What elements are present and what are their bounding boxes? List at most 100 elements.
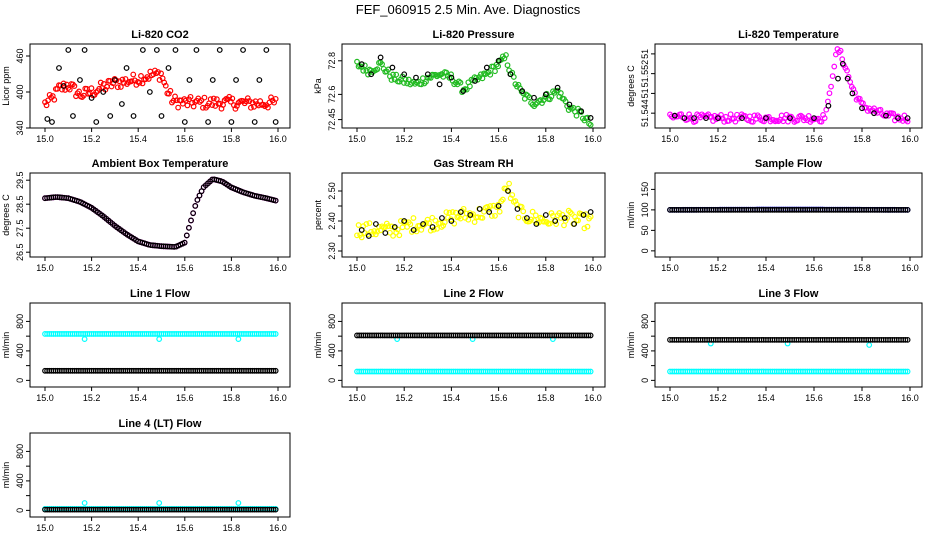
data-point — [246, 98, 253, 104]
data-point — [228, 119, 235, 125]
y-axis-label: ml/min — [626, 332, 636, 359]
plot-frame — [341, 302, 606, 388]
y-axis-label: ml/min — [1, 332, 11, 359]
data-point — [96, 85, 103, 92]
x-tick-label: 15.6 — [490, 263, 508, 273]
x-tick-label: 15.8 — [537, 393, 555, 403]
chart-title: Line 4 (LT) Flow — [119, 418, 202, 430]
data-point — [355, 222, 362, 228]
chart-panel-pressure: Li-820 Pressure kPa 15.0 15.2 15.4 15.6 15.8 16… — [313, 29, 606, 144]
x-tick-label: 15.8 — [223, 523, 241, 533]
y-tick-label: 51.552 — [640, 60, 650, 88]
plot-frame — [29, 172, 291, 258]
series-secondary — [667, 336, 911, 343]
data-point — [71, 83, 78, 89]
y-tick-label: 2.50 — [327, 182, 337, 200]
x-tick-label: 16.0 — [901, 393, 919, 403]
data-point — [97, 79, 104, 86]
data-point — [554, 84, 561, 91]
data-point — [448, 74, 455, 81]
data-point — [183, 232, 190, 239]
data-point — [542, 91, 549, 98]
data-point — [831, 63, 838, 70]
data-point — [201, 94, 208, 101]
data-point — [584, 223, 591, 230]
data-point — [190, 210, 197, 217]
y-axis-label: degrees C — [626, 65, 636, 107]
x-tick-label: 15.4 — [129, 263, 147, 273]
x-tick-label: 15.2 — [83, 134, 101, 144]
data-point — [426, 220, 433, 227]
y-tick-label: 400 — [640, 343, 650, 358]
data-point — [839, 60, 846, 67]
chart-title: Ambient Box Temperature — [92, 158, 229, 170]
data-point — [418, 81, 425, 88]
x-tick-label: 15.0 — [348, 393, 366, 403]
y-tick-label: 2.40 — [327, 212, 337, 230]
data-point — [821, 115, 828, 121]
x-tick-label: 15.6 — [805, 134, 823, 144]
data-point — [368, 71, 375, 78]
y-tick-label: 72.6 — [327, 86, 337, 104]
data-point — [88, 95, 95, 101]
data-point — [460, 205, 467, 212]
data-point — [65, 47, 72, 53]
series-secondary — [667, 206, 911, 213]
data-point — [216, 47, 223, 53]
data-point — [509, 192, 516, 198]
data-point — [451, 220, 458, 227]
y-tick-label: 0 — [15, 508, 25, 513]
data-point — [811, 115, 817, 122]
x-tick-label: 15.8 — [537, 263, 555, 273]
data-point — [207, 96, 214, 103]
data-point — [568, 210, 575, 217]
data-point — [476, 206, 483, 212]
data-point — [587, 332, 594, 339]
data-point — [167, 87, 174, 94]
data-point — [244, 95, 251, 102]
data-point — [232, 105, 239, 112]
data-point — [128, 78, 135, 85]
plot-frame — [341, 43, 606, 129]
data-point — [138, 73, 144, 79]
outlier-point — [81, 500, 88, 506]
x-tick-label: 15.2 — [709, 263, 727, 273]
data-point — [263, 47, 270, 53]
data-point — [399, 224, 406, 231]
data-point — [365, 71, 371, 78]
data-point — [162, 82, 169, 89]
data-point — [580, 212, 587, 218]
data-point — [505, 188, 511, 194]
data-point — [487, 203, 494, 209]
series-primary — [354, 180, 594, 241]
data-point — [44, 116, 51, 122]
y-tick-label: 72.45 — [327, 108, 337, 131]
data-point — [88, 85, 95, 92]
data-point — [859, 105, 865, 112]
data-point — [56, 65, 62, 71]
data-point — [424, 71, 431, 78]
y-tick-label: 0 — [640, 248, 650, 253]
x-tick-label: 16.0 — [584, 134, 602, 144]
data-point — [209, 102, 216, 108]
data-point — [413, 74, 419, 81]
data-point — [117, 84, 124, 90]
data-point — [192, 203, 199, 209]
x-tick-label: 16.0 — [584, 263, 602, 273]
data-point — [532, 101, 539, 108]
chart-title: Line 1 Flow — [130, 288, 190, 300]
data-point — [77, 77, 83, 83]
x-tick-label: 16.0 — [269, 263, 287, 273]
data-point — [457, 209, 464, 215]
data-point — [80, 92, 87, 99]
data-point — [93, 119, 100, 125]
data-point — [564, 215, 571, 221]
data-point — [272, 367, 279, 374]
chart-title: Line 2 Flow — [444, 288, 504, 300]
data-point — [210, 95, 217, 102]
data-point — [196, 99, 203, 105]
x-tick-label: 15.8 — [223, 134, 241, 144]
x-tick-label: 15.8 — [223, 393, 241, 403]
x-tick-label: 15.6 — [805, 393, 823, 403]
data-point — [155, 69, 161, 75]
